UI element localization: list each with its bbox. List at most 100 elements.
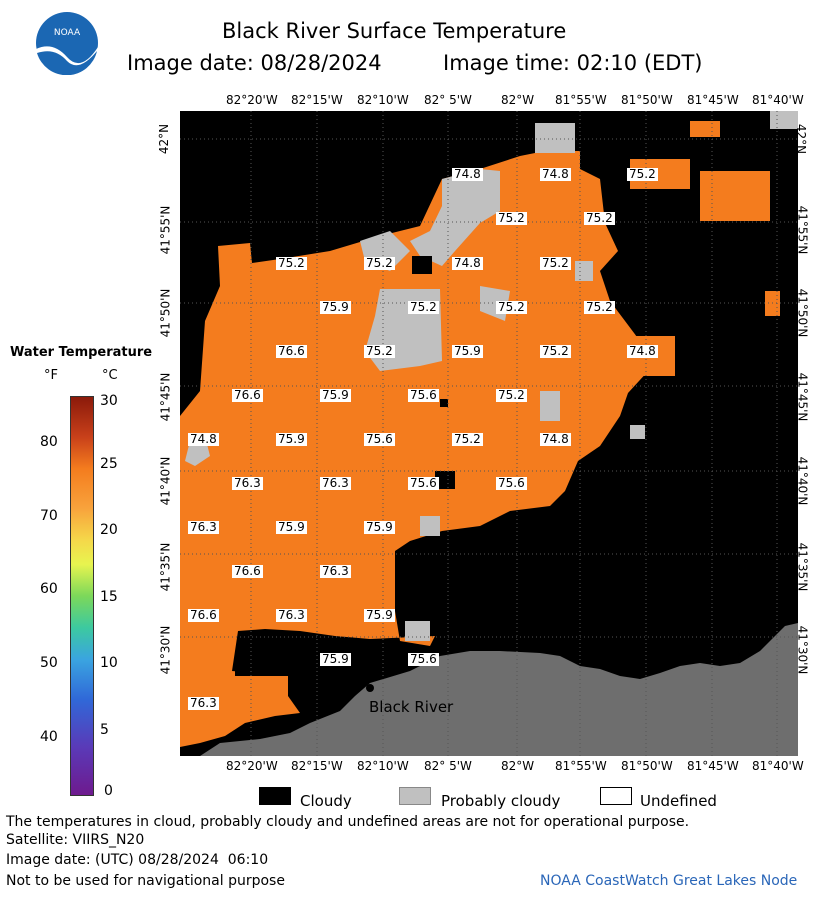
lat-label: 41°50'N — [158, 288, 173, 338]
lon-label: 82°20'W — [226, 93, 278, 107]
temp-label: 76.3 — [232, 476, 263, 490]
legend-undefined-label: Undefined — [640, 792, 717, 810]
lat-label: 41°50'N — [795, 288, 810, 338]
lon-label: 82°W — [501, 93, 535, 107]
lon-label: 81°40'W — [752, 93, 804, 107]
lon-label: 82° 5'W — [424, 759, 472, 773]
image-time: Image time: 02:10 (EDT) — [443, 51, 703, 75]
temp-label: 75.2 — [496, 300, 527, 314]
temp-label: 76.3 — [320, 476, 351, 490]
c-tick: 20 — [100, 522, 118, 538]
cloud-pocket — [435, 471, 455, 489]
c-tick: 5 — [100, 722, 109, 738]
temp-label: 75.9 — [364, 608, 395, 622]
temp-label: 75.2 — [364, 344, 395, 358]
temp-label: 76.3 — [188, 520, 219, 534]
legend-undefined-swatch — [600, 787, 632, 805]
image-date: Image date: 08/28/2024 — [127, 51, 382, 75]
temp-label: 75.2 — [496, 211, 527, 225]
lon-label: 81°40'W — [752, 759, 804, 773]
graticule — [180, 111, 798, 756]
lat-label: 42°N — [157, 123, 172, 155]
c-tick: 30 — [100, 393, 118, 409]
lat-label: 41°40'N — [158, 456, 173, 506]
temp-label: 75.6 — [496, 476, 527, 490]
f-tick: 70 — [40, 508, 58, 524]
colorbar-unit-f: °F — [44, 368, 58, 383]
legend-probably-cloudy-label: Probably cloudy — [441, 792, 561, 810]
temp-label: 75.6 — [364, 432, 395, 446]
temp-label: 75.2 — [276, 256, 307, 270]
footer-utc-date: Image date: (UTC) 08/28/2024 06:10 — [6, 852, 269, 868]
legend-cloudy-swatch — [259, 787, 291, 805]
temperature-map — [180, 111, 798, 756]
cloud-pocket — [412, 256, 432, 274]
land-region — [200, 623, 798, 756]
temp-label: 75.9 — [276, 520, 307, 534]
lon-label: 81°55'W — [555, 759, 607, 773]
temp-label: 74.8 — [540, 167, 571, 181]
temp-label: 75.2 — [364, 256, 395, 270]
temp-label: 74.8 — [188, 432, 219, 446]
temp-label: 76.3 — [276, 608, 307, 622]
colorbar — [70, 396, 94, 796]
temp-label: 76.6 — [232, 388, 263, 402]
legend-probably-cloudy-swatch — [399, 787, 431, 805]
cloud-pocket — [235, 651, 290, 676]
lat-label: 41°30'N — [158, 625, 173, 675]
lon-label: 81°45'W — [687, 93, 739, 107]
temp-label: 75.6 — [408, 388, 439, 402]
temp-label: 76.6 — [232, 564, 263, 578]
c-tick: 10 — [100, 655, 118, 671]
f-tick: 40 — [40, 729, 58, 745]
lon-label: 81°50'W — [621, 759, 673, 773]
temp-label: 75.6 — [408, 476, 439, 490]
lat-label: 41°45'N — [158, 372, 173, 422]
noaa-logo-text: NOAA — [54, 28, 81, 38]
page-title: Black River Surface Temperature — [222, 19, 567, 43]
c-tick: 15 — [100, 589, 118, 605]
temp-label: 75.2 — [540, 344, 571, 358]
lon-label: 82° 5'W — [424, 93, 472, 107]
f-tick: 60 — [40, 581, 58, 597]
temp-label: 75.9 — [320, 388, 351, 402]
water-patch — [690, 121, 720, 137]
temp-label: 76.3 — [320, 564, 351, 578]
colorbar-unit-c: °C — [102, 368, 118, 383]
temp-label: 75.2 — [496, 388, 527, 402]
lon-label: 81°50'W — [621, 93, 673, 107]
temp-label: 74.8 — [627, 344, 658, 358]
lat-label: 41°30'N — [795, 625, 810, 675]
temp-label: 75.9 — [320, 300, 351, 314]
water-region — [180, 151, 650, 747]
temp-label: 75.9 — [320, 652, 351, 666]
lon-label: 82°15'W — [291, 93, 343, 107]
water-patch — [540, 151, 580, 171]
c-tick: 25 — [100, 456, 118, 472]
footer-credit: NOAA CoastWatch Great Lakes Node — [540, 873, 798, 889]
lat-label: 41°55'N — [158, 205, 173, 255]
black-river-label: Black River — [369, 698, 454, 716]
colorbar-title: Water Temperature — [10, 345, 153, 360]
temp-label: 75.2 — [627, 167, 658, 181]
noaa-logo: NOAA — [36, 12, 99, 75]
lat-label: 41°35'N — [158, 542, 173, 592]
temp-label: 74.8 — [452, 167, 483, 181]
lat-label: 41°45'N — [795, 372, 810, 422]
temp-label: 75.2 — [408, 300, 439, 314]
legend-cloudy-label: Cloudy — [300, 792, 352, 810]
lon-label: 82°W — [501, 759, 535, 773]
footer-nav-warning: Not to be used for navigational purpose — [6, 873, 285, 889]
f-tick: 80 — [40, 434, 58, 450]
f-tick: 50 — [40, 655, 58, 671]
temp-label: 74.8 — [540, 432, 571, 446]
water-patch — [700, 171, 770, 221]
temp-label: 76.3 — [188, 696, 219, 710]
lon-label: 82°10'W — [357, 759, 409, 773]
temp-label: 75.9 — [276, 432, 307, 446]
temp-label: 75.2 — [540, 256, 571, 270]
footer-satellite: Satellite: VIIRS_N20 — [6, 832, 145, 848]
temp-label: 75.2 — [584, 300, 615, 314]
lat-label: 41°55'N — [795, 205, 810, 255]
cloud-pocket — [440, 399, 448, 407]
